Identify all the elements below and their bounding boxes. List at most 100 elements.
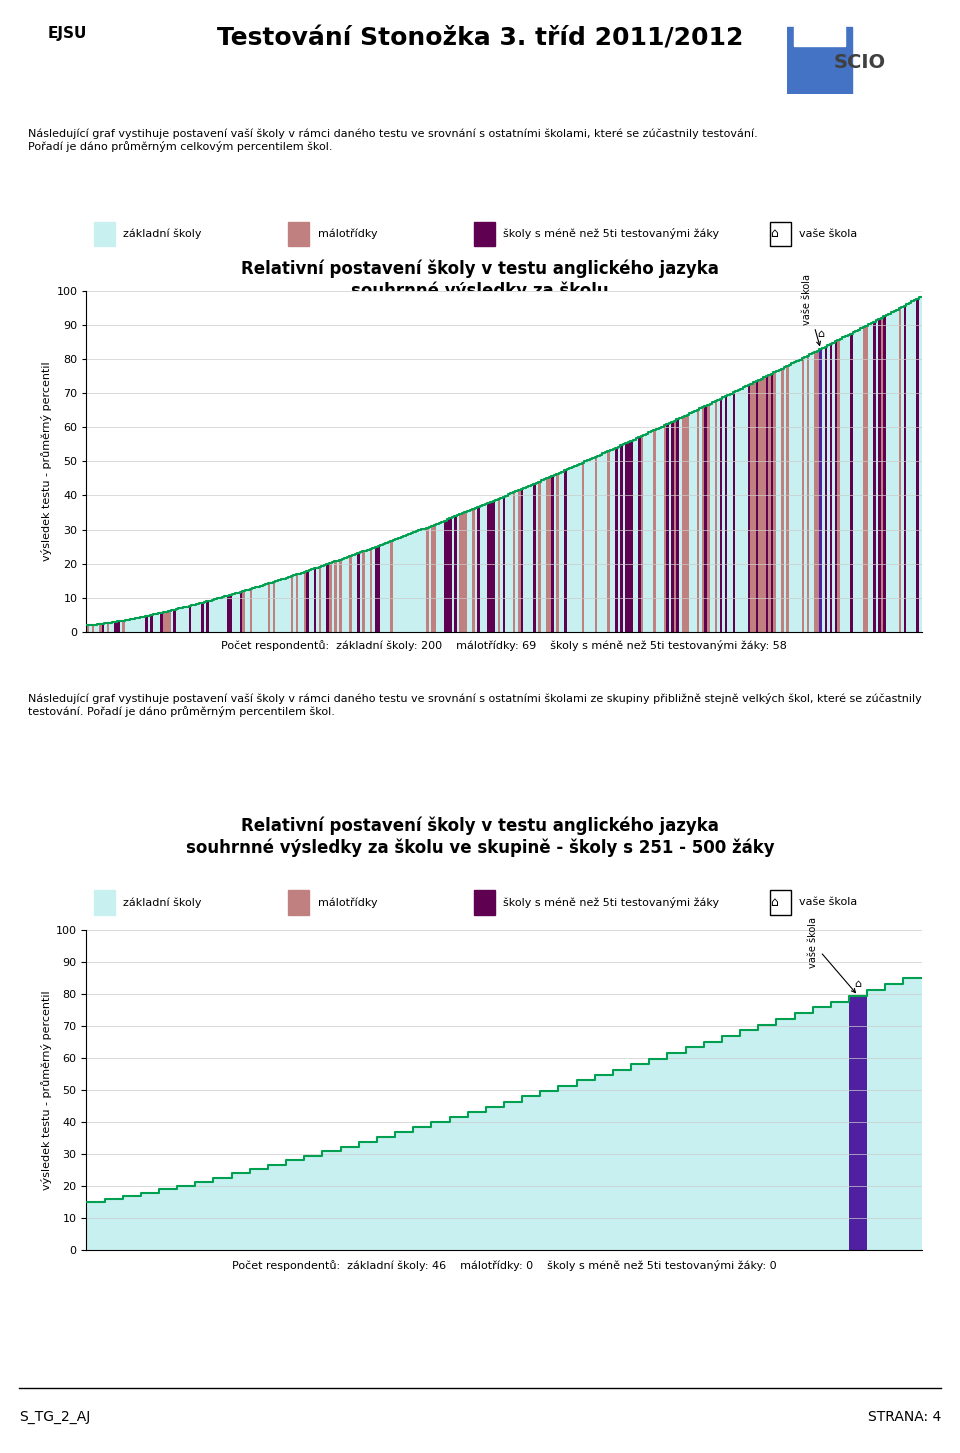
Bar	[748, 385, 751, 632]
Bar	[179, 609, 180, 632]
Bar	[848, 334, 851, 632]
Bar	[357, 554, 360, 632]
Bar	[482, 506, 485, 632]
Bar	[849, 995, 867, 1250]
Bar	[697, 410, 700, 632]
Bar	[919, 298, 922, 632]
Bar	[725, 397, 728, 632]
Bar	[434, 525, 436, 632]
Text: Relativní postavení školy v testu anglického jazyka
souhrnné výsledky za školu: Relativní postavení školy v testu anglic…	[241, 260, 719, 299]
Bar	[339, 559, 342, 632]
Bar	[551, 477, 554, 632]
Bar	[341, 1146, 359, 1250]
Bar	[454, 516, 457, 632]
Bar	[202, 603, 204, 632]
Bar	[135, 618, 137, 632]
Bar	[143, 616, 145, 632]
Bar	[679, 418, 682, 632]
Bar	[677, 420, 679, 632]
Bar	[543, 479, 546, 632]
Bar	[393, 541, 396, 632]
Bar	[582, 462, 585, 632]
Bar	[303, 572, 306, 632]
Bar	[682, 417, 684, 632]
Bar	[643, 434, 646, 632]
Bar	[237, 593, 240, 632]
Bar	[685, 1048, 704, 1250]
Text: ⌂: ⌂	[770, 228, 778, 240]
Bar	[227, 596, 229, 632]
Bar	[141, 1193, 159, 1250]
Bar	[442, 522, 444, 632]
Bar	[173, 610, 176, 632]
Bar	[554, 475, 557, 632]
Bar	[467, 511, 469, 632]
Bar	[740, 389, 743, 632]
Bar	[130, 619, 132, 632]
Bar	[692, 413, 694, 632]
Bar	[398, 538, 400, 632]
Bar	[260, 586, 263, 632]
Bar	[97, 625, 99, 632]
Bar	[777, 1019, 795, 1250]
Bar	[579, 464, 582, 632]
Bar	[403, 536, 406, 632]
Bar	[795, 1013, 813, 1250]
Bar	[375, 546, 377, 632]
Bar	[546, 478, 549, 632]
Bar	[860, 328, 863, 632]
Bar	[540, 1091, 559, 1250]
Bar	[899, 308, 901, 632]
Bar	[789, 365, 791, 632]
Bar	[117, 622, 120, 632]
Bar	[242, 591, 245, 632]
Bar	[492, 501, 495, 632]
Bar	[145, 616, 148, 632]
Bar	[99, 623, 102, 632]
Bar	[587, 461, 589, 632]
Bar	[291, 575, 294, 632]
Bar	[419, 530, 421, 632]
Bar	[783, 368, 786, 632]
Bar	[195, 1181, 213, 1250]
Bar	[745, 386, 748, 632]
Bar	[722, 397, 725, 632]
Bar	[779, 371, 781, 632]
Bar	[592, 458, 594, 632]
Bar	[791, 363, 794, 632]
Bar	[504, 1101, 522, 1250]
Bar	[855, 331, 857, 632]
Bar	[822, 347, 825, 632]
Bar	[252, 588, 255, 632]
Text: ⌂: ⌂	[770, 897, 778, 908]
Bar	[666, 424, 669, 632]
Bar	[140, 618, 143, 632]
Bar	[462, 513, 465, 632]
Bar	[89, 625, 91, 632]
Bar	[894, 311, 896, 632]
Text: vaše škola: vaše škola	[799, 230, 857, 238]
Bar	[559, 472, 562, 632]
Bar	[720, 398, 722, 632]
Bar	[594, 456, 597, 632]
Bar	[559, 1085, 577, 1250]
Bar	[623, 445, 625, 632]
Bar	[888, 314, 891, 632]
Bar	[684, 416, 686, 632]
Bar	[268, 583, 271, 632]
Bar	[820, 349, 822, 632]
Bar	[806, 356, 809, 632]
Bar	[263, 586, 265, 632]
Text: Relativní postavení školy v testu anglického jazyka
souhrnné výsledky za školu v: Relativní postavení školy v testu anglic…	[185, 817, 775, 857]
Bar	[486, 1107, 504, 1250]
Bar	[485, 504, 488, 632]
Bar	[107, 623, 109, 632]
Bar	[605, 452, 608, 632]
Bar	[843, 337, 845, 632]
Bar	[868, 324, 871, 632]
Text: základní školy: základní školy	[123, 228, 202, 240]
Bar	[689, 413, 692, 632]
Bar	[728, 395, 730, 632]
Bar	[508, 494, 511, 632]
Bar	[211, 600, 214, 632]
